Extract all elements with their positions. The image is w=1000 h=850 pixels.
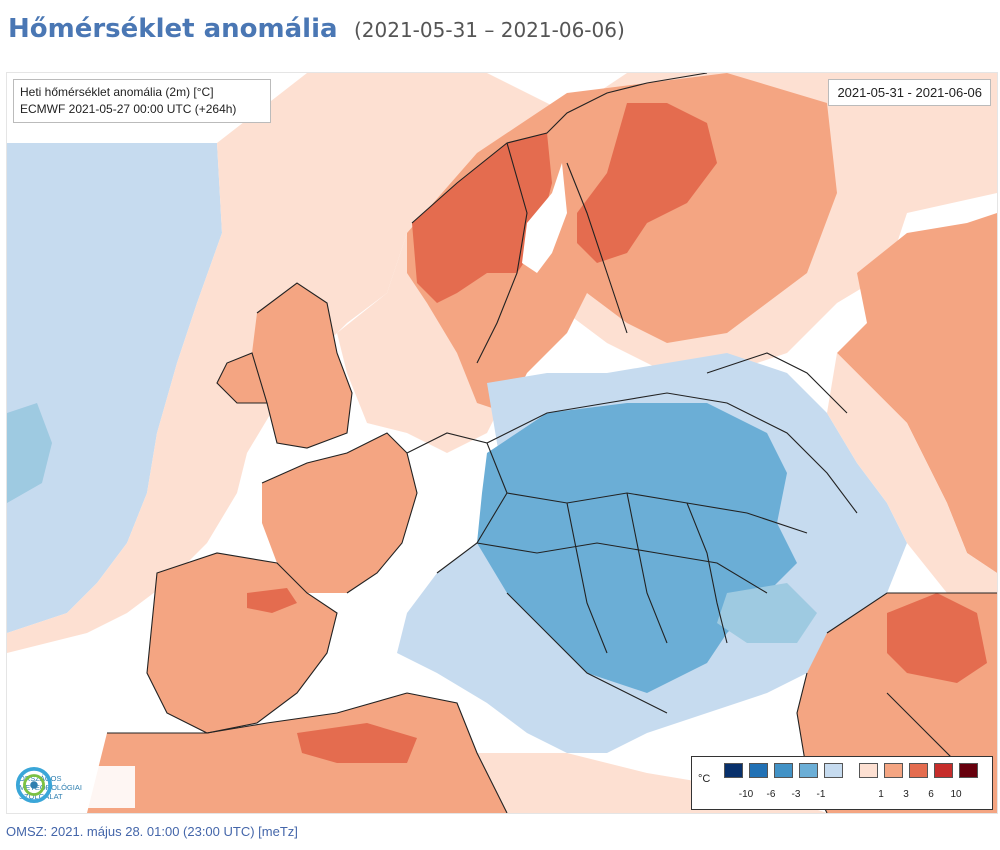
legend-swatch [824, 763, 843, 778]
legend-swatch [959, 763, 978, 778]
map-info-box: Heti hőmérséklet anomália (2m) [°C] ECMW… [13, 79, 271, 123]
legend-unit: °C [698, 773, 711, 785]
legend-tick-label: 6 [928, 789, 934, 800]
legend-tick-label: 10 [950, 789, 962, 800]
color-legend: °C -10 -6 -3 -1 1 3 6 10 [691, 756, 993, 810]
page-header: Hőmérséklet anomália (2021-05-31 – 2021-… [8, 14, 625, 54]
finland-hot [577, 103, 717, 263]
date-range-box: 2021-05-31 - 2021-06-06 [828, 79, 991, 106]
balkans-cold [477, 403, 797, 693]
legend-swatch [884, 763, 903, 778]
north-africa-hot [297, 723, 417, 763]
black-sea-cold [717, 583, 817, 643]
info-variable-label: Heti hőmérséklet anomália (2m) [°C] [20, 85, 214, 99]
atlantic-cool-region [7, 143, 222, 633]
north-africa-warm [87, 693, 507, 813]
info-model-run-label: ECMWF 2021-05-27 00:00 UTC (+264h) [20, 102, 237, 116]
page-subtitle: (2021-05-31 – 2021-06-06) [353, 18, 625, 42]
anomaly-map[interactable]: Heti hőmérséklet anomália (2m) [°C] ECMW… [6, 72, 998, 814]
legend-swatch [934, 763, 953, 778]
legend-swatch [774, 763, 793, 778]
legend-tick-label: -3 [791, 789, 801, 800]
legend-tick-label: -10 [738, 789, 754, 800]
legend-swatch [909, 763, 928, 778]
france-warm [262, 433, 417, 593]
legend-tick-label: -1 [816, 789, 826, 800]
baltic-sea [522, 163, 567, 273]
legend-swatch [859, 763, 878, 778]
logo-text-line3: Szolgálat [19, 791, 63, 801]
legend-swatch [749, 763, 768, 778]
legend-tick-label: 1 [878, 789, 884, 800]
legend-tick-label: 3 [903, 789, 909, 800]
british-isles-warm [217, 283, 352, 448]
legend-swatch [799, 763, 818, 778]
footer-credit: OMSZ: 2021. május 28. 01:00 (23:00 UTC) … [6, 824, 298, 839]
omsz-logo-icon [15, 766, 53, 804]
legend-tick-label: -6 [766, 789, 776, 800]
russia-east-warm [837, 213, 997, 573]
legend-swatch [724, 763, 743, 778]
page-title: Hőmérséklet anomália [8, 14, 338, 44]
russia-east-pale [827, 353, 997, 593]
map-canvas [7, 73, 997, 813]
iberia-hot [247, 588, 297, 613]
caucasus-hot [887, 593, 987, 683]
norway-hot [412, 133, 552, 303]
omsz-logo: Országos Meteorológiai Szolgálat [15, 766, 135, 808]
atlantic-cool-spot [7, 403, 52, 503]
